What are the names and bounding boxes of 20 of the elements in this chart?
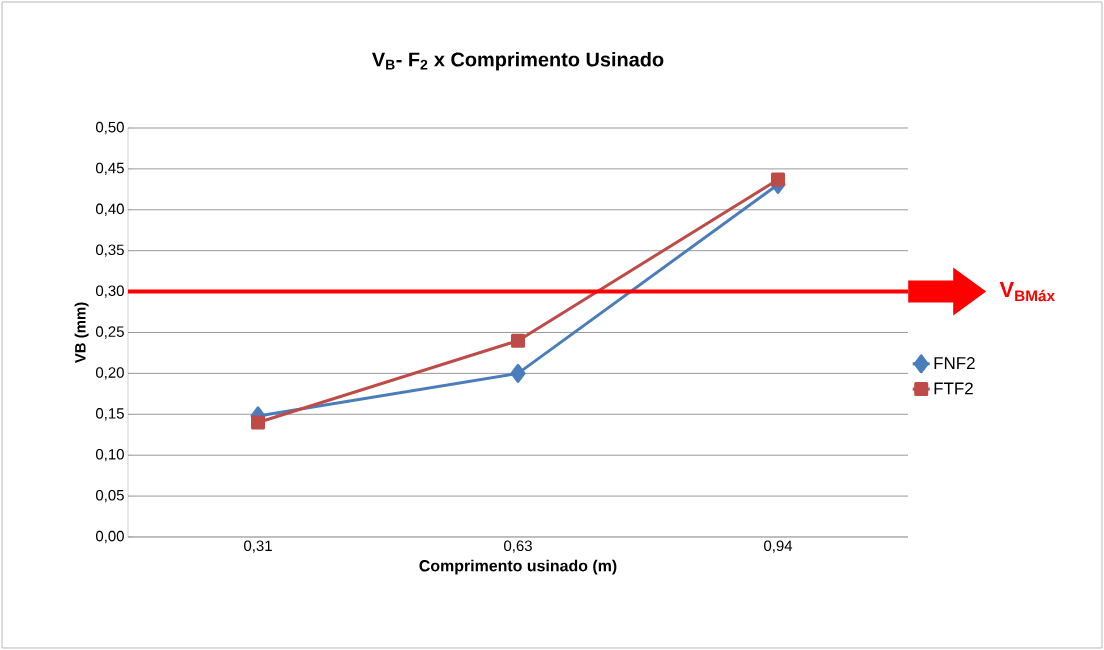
x-tick-label: 0,94 <box>764 540 793 553</box>
x-axis-title: Comprimento usinado (m) <box>419 559 617 575</box>
legend-label: FNF2 <box>934 357 975 369</box>
y-tick-label: 0,35 <box>95 244 124 257</box>
x-tick-label: 0,63 <box>504 540 532 553</box>
y-tick-label: 0,50 <box>95 121 124 135</box>
y-tick-label: 0,20 <box>95 367 124 380</box>
y-tick-label: 0,15 <box>95 408 124 421</box>
legend-label: FTF2 <box>934 382 973 395</box>
chart-title: V$_{B}$- F$_{2}$ x Comprimento Usinado <box>372 51 664 71</box>
y-tick-label: 0,30 <box>95 285 124 298</box>
y-tick-label: 0,40 <box>95 203 124 216</box>
y-axis-title: VB (mm) <box>74 302 89 364</box>
y-tick-label: 0,10 <box>95 449 124 462</box>
x-tick-label: 0,31 <box>244 540 272 553</box>
y-tick-label: 0,45 <box>95 162 124 176</box>
y-tick-label: 0,25 <box>95 326 124 339</box>
y-tick-label: 0,05 <box>95 489 124 503</box>
y-tick-label: 0,00 <box>95 530 124 544</box>
ref-line-label: V$_{BMáx}$ <box>999 281 1055 302</box>
